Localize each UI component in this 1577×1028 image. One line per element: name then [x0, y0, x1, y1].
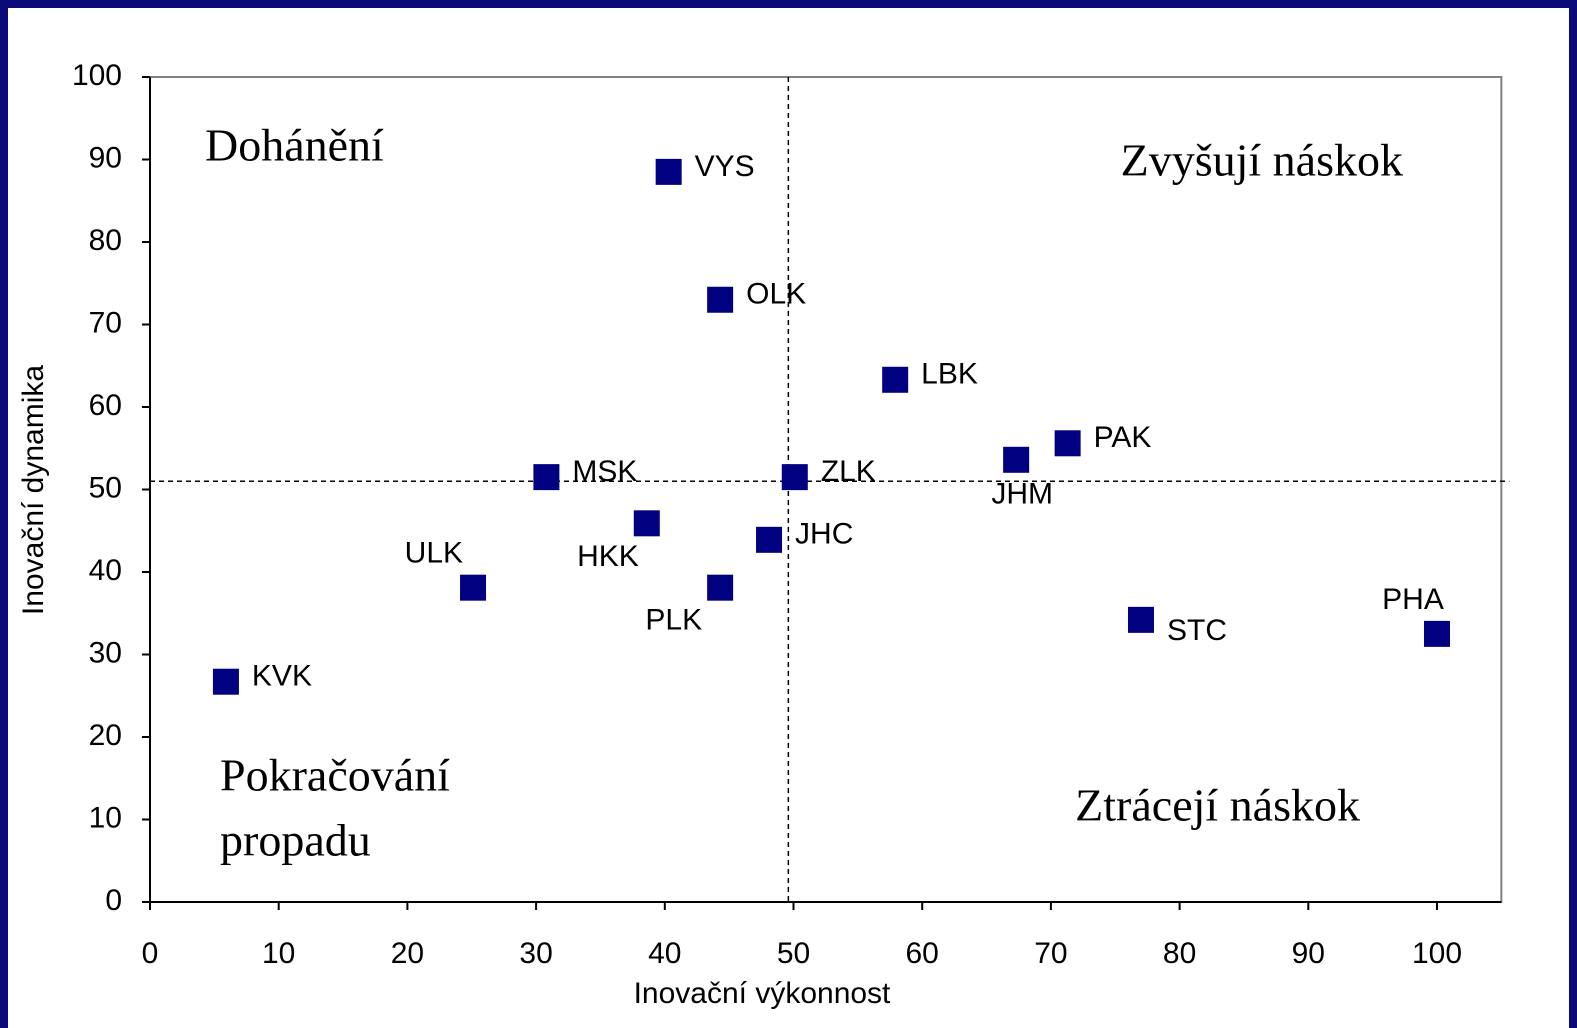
point-label: PAK — [1094, 421, 1152, 454]
x-tick-label: 80 — [1163, 937, 1196, 970]
x-tick-label: 50 — [777, 937, 810, 970]
point-label: JHM — [991, 478, 1053, 511]
point-label: MSK — [572, 455, 637, 488]
y-axis-title: Inovační dynamika — [17, 365, 50, 615]
y-tick-label: 50 — [89, 471, 122, 504]
point — [781, 464, 808, 491]
quadrant-label: Ztrácejí náskok — [1075, 780, 1360, 831]
point — [756, 526, 783, 553]
point — [212, 668, 239, 695]
point-label: ULK — [405, 537, 463, 570]
point-label: LBK — [921, 358, 978, 391]
point — [633, 510, 660, 537]
y-tick-label: 80 — [89, 224, 122, 257]
x-tick-label: 70 — [1034, 937, 1067, 970]
point — [1424, 620, 1450, 647]
point — [460, 574, 487, 601]
y-tick-label: 20 — [89, 719, 122, 752]
x-tick-label: 0 — [142, 937, 159, 970]
point — [655, 158, 682, 185]
quadrant-label: propadu — [220, 815, 371, 866]
point-label: HKK — [577, 540, 639, 573]
y-tick-label: 0 — [105, 884, 122, 917]
x-tick-label: 60 — [906, 937, 939, 970]
point — [707, 574, 734, 601]
point-label: ZLK — [821, 455, 876, 488]
x-axis-title: Inovační výkonnost — [634, 977, 891, 1010]
y-tick-label: 10 — [89, 801, 122, 834]
y-tick-label: 40 — [89, 554, 122, 587]
point-label: KVK — [252, 660, 312, 693]
quadrant-label: Dohánění — [205, 120, 384, 171]
x-tick-label: 20 — [391, 937, 424, 970]
y-tick-label: 30 — [89, 636, 122, 669]
y-tick-label: 90 — [89, 141, 122, 174]
point — [533, 464, 560, 491]
quadrant-label: Zvyšují náskok — [1121, 135, 1403, 186]
point-label: OLK — [746, 278, 806, 311]
point — [707, 286, 734, 313]
point-label: VYS — [695, 150, 755, 183]
point — [1054, 430, 1081, 457]
y-tick-label: 70 — [89, 306, 122, 339]
point-label: JHC — [795, 518, 853, 551]
point — [882, 366, 909, 393]
point — [1127, 606, 1154, 633]
y-tick-label: 100 — [72, 59, 122, 92]
point-label: PLK — [645, 604, 702, 637]
point-label: PHA — [1382, 583, 1444, 616]
x-tick-label: 90 — [1292, 937, 1325, 970]
y-tick-label: 60 — [89, 389, 122, 422]
x-tick-label: 100 — [1412, 937, 1462, 970]
point — [1003, 446, 1030, 473]
x-tick-label: 30 — [519, 937, 552, 970]
quadrant-label: Pokračování — [220, 750, 450, 801]
x-tick-label: 10 — [262, 937, 295, 970]
point-label: STC — [1167, 614, 1227, 647]
x-tick-label: 40 — [648, 937, 681, 970]
